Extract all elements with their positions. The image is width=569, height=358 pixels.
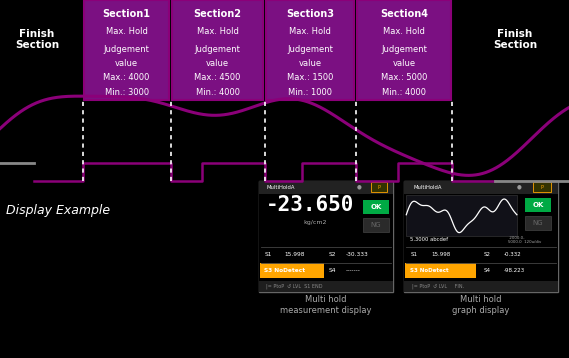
Text: S3 NoDetect: S3 NoDetect (410, 268, 449, 273)
Text: Finish
Section: Finish Section (493, 29, 537, 50)
Text: 5.3000 abcdef: 5.3000 abcdef (410, 237, 448, 242)
Bar (357, 0, 451, 100)
Text: Judgement: Judgement (287, 45, 333, 54)
Text: Section4: Section4 (380, 9, 428, 19)
Text: Multi hold
measurement display: Multi hold measurement display (280, 295, 372, 315)
Text: Max.: 4500: Max.: 4500 (195, 73, 241, 82)
Bar (404, 281, 558, 292)
Text: Max.: 4000: Max.: 4000 (104, 73, 150, 82)
Text: -------: ------- (346, 268, 361, 273)
Bar (266, 0, 354, 100)
Bar (404, 181, 558, 194)
Bar (525, 216, 551, 230)
Text: -98.223: -98.223 (504, 268, 525, 273)
Text: Min.: 4000: Min.: 4000 (196, 88, 240, 97)
Text: -30.333: -30.333 (346, 252, 369, 257)
Bar (172, 0, 263, 100)
Text: Max. Hold: Max. Hold (106, 27, 147, 36)
Bar (405, 263, 476, 278)
Text: NG: NG (370, 222, 381, 228)
Text: P: P (378, 185, 381, 190)
Text: kg/cm2: kg/cm2 (303, 220, 327, 225)
Text: 15.998: 15.998 (284, 252, 305, 257)
Bar (259, 181, 393, 292)
Text: S1: S1 (264, 252, 271, 257)
Text: Max.: 5000: Max.: 5000 (381, 73, 427, 82)
Bar (371, 182, 387, 192)
Text: 5000.0  120u/div: 5000.0 120u/div (509, 240, 542, 244)
Text: MultiHoldA: MultiHoldA (267, 185, 295, 190)
Text: Finish
Section: Finish Section (15, 29, 59, 50)
Bar (533, 182, 551, 192)
Text: ●: ● (357, 185, 361, 190)
Text: Judgement: Judgement (195, 45, 241, 54)
Bar (84, 0, 169, 100)
Bar (259, 281, 393, 292)
Bar (406, 195, 517, 236)
Text: OK: OK (370, 204, 382, 210)
Text: value: value (299, 59, 321, 68)
Text: S1: S1 (410, 252, 417, 257)
Text: Section2: Section2 (193, 9, 242, 19)
Text: |= PtoP  ↺ LVL  S1 END: |= PtoP ↺ LVL S1 END (266, 284, 322, 289)
Text: -2000.0-: -2000.0- (509, 236, 525, 240)
Text: value: value (393, 59, 415, 68)
Text: NG: NG (533, 220, 543, 226)
Text: S4: S4 (328, 268, 336, 273)
Bar (363, 218, 389, 232)
Text: Judgement: Judgement (104, 45, 150, 54)
Bar (404, 181, 558, 292)
Text: Section3: Section3 (286, 9, 334, 19)
Text: Max. Hold: Max. Hold (289, 27, 331, 36)
Bar (259, 181, 393, 194)
Text: Min.: 1000: Min.: 1000 (288, 88, 332, 97)
Text: ●: ● (517, 185, 522, 190)
Text: Judgement: Judgement (381, 45, 427, 54)
Text: -23.650: -23.650 (266, 195, 354, 216)
Text: Max. Hold: Max. Hold (383, 27, 425, 36)
Text: MultiHoldA: MultiHoldA (413, 185, 442, 190)
Text: S2: S2 (328, 252, 336, 257)
Bar (259, 194, 393, 292)
Text: Min.: 4000: Min.: 4000 (382, 88, 426, 97)
Text: 15.998: 15.998 (432, 252, 451, 257)
Text: |= PtoP  ↺ LVL     FIN.: |= PtoP ↺ LVL FIN. (411, 284, 464, 289)
Bar (404, 194, 558, 292)
Text: P: P (541, 185, 544, 190)
Text: OK: OK (532, 202, 543, 208)
Text: value: value (206, 59, 229, 68)
Text: -0.332: -0.332 (504, 252, 522, 257)
Text: Max. Hold: Max. Hold (197, 27, 238, 36)
Text: S3 NoDetect: S3 NoDetect (264, 268, 306, 273)
Text: Min.: 3000: Min.: 3000 (105, 88, 149, 97)
Bar (260, 263, 324, 278)
Text: Multi hold
graph display: Multi hold graph display (452, 295, 509, 315)
Text: Display Example: Display Example (6, 204, 110, 217)
Text: Max.: 1500: Max.: 1500 (287, 73, 333, 82)
Bar (363, 200, 389, 214)
Bar (525, 198, 551, 212)
Text: S2: S2 (484, 252, 491, 257)
Text: Section1: Section1 (102, 9, 151, 19)
Text: value: value (115, 59, 138, 68)
Text: S4: S4 (484, 268, 491, 273)
